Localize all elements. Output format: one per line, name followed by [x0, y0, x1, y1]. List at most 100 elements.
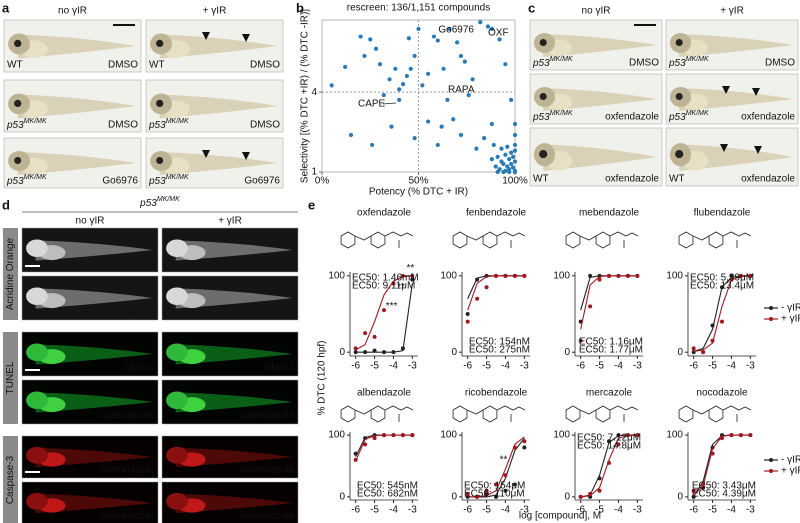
treatment-label: DMSO — [108, 60, 138, 71]
point — [391, 281, 396, 286]
point — [370, 142, 375, 148]
point — [738, 273, 743, 278]
fish-body — [175, 240, 293, 261]
superscript: MK/MK — [166, 174, 189, 181]
point — [510, 154, 516, 159]
point — [484, 488, 489, 493]
legend-label: + γIR — [781, 466, 800, 477]
superscript: MK/MK — [550, 110, 573, 117]
treatment-label: oxfendazole — [605, 112, 659, 123]
y-tick-label: 0 — [564, 347, 570, 358]
point — [420, 83, 425, 88]
point — [507, 157, 512, 162]
y-tick-label: 100 — [440, 270, 457, 281]
fish-body — [17, 94, 136, 119]
point — [353, 451, 358, 456]
fish-body — [159, 94, 278, 119]
chart-title: mebendazole — [579, 208, 639, 219]
fish-body — [17, 34, 136, 59]
point — [522, 439, 527, 444]
point — [505, 144, 510, 149]
point — [391, 433, 396, 438]
fish-head — [166, 446, 188, 464]
point — [597, 488, 602, 493]
point — [729, 433, 734, 438]
treatment-label: oxfendazole — [100, 511, 154, 522]
y-tick-label: 0 — [677, 492, 683, 503]
x-tick-label: -4 — [614, 505, 623, 516]
point — [358, 34, 363, 39]
treatment-label: DMSO — [124, 259, 154, 270]
point — [616, 433, 621, 438]
point — [635, 433, 640, 438]
point — [738, 433, 743, 438]
ec50-label: EC50: 1.77μM — [579, 345, 643, 356]
stain-label: TUNEL — [5, 361, 16, 394]
point — [348, 132, 354, 138]
point — [410, 273, 415, 278]
point — [729, 273, 734, 278]
point — [607, 460, 611, 465]
point — [588, 273, 593, 278]
annotation: CAPE — [358, 99, 386, 110]
fish-body — [35, 288, 153, 309]
point — [400, 433, 405, 438]
fish-body — [175, 344, 293, 365]
point — [748, 433, 753, 438]
point — [474, 146, 479, 151]
point — [512, 273, 517, 278]
fish-head — [166, 492, 188, 510]
point — [397, 97, 402, 102]
legend-label: - γIR — [781, 455, 800, 466]
structure-ring — [482, 231, 498, 249]
arrowhead — [722, 86, 730, 94]
genotype-label: WT — [533, 174, 549, 185]
point — [588, 491, 593, 496]
y-axis-label: Selectivity [(% DTC +IR) / (% DTC -IR)] — [300, 9, 311, 183]
point — [597, 476, 602, 481]
x-tick-label: -6 — [463, 505, 472, 516]
point — [710, 338, 715, 343]
ec50-label: EC50: 110μM — [464, 489, 525, 500]
column-header: + γIR — [203, 6, 227, 17]
point — [503, 488, 508, 493]
point — [616, 442, 621, 447]
stain-label: Acridine Orange — [5, 237, 16, 310]
point — [451, 117, 456, 122]
legend-marker — [769, 458, 773, 462]
genotype-label: p53MK/MK — [148, 174, 189, 186]
x-tick-label: -4 — [501, 505, 510, 516]
point — [701, 482, 706, 487]
fish-head — [166, 239, 188, 258]
superscript: MK/MK — [550, 56, 573, 63]
structure-bonds — [692, 405, 752, 422]
fish-body — [35, 240, 153, 261]
point — [387, 77, 392, 82]
point — [458, 53, 464, 59]
treatment-label: oxfendazole — [741, 112, 795, 123]
genotype-label: WT — [7, 60, 23, 71]
point — [509, 150, 514, 155]
point — [382, 308, 386, 313]
ec50-label: EC50: 9.11μM — [352, 281, 415, 292]
y-tick-label: 100 — [553, 430, 570, 441]
gene: p53 — [6, 176, 24, 187]
point — [400, 273, 405, 278]
fish-eye — [539, 93, 547, 100]
ec50-label: EC50: 682nM — [357, 489, 418, 500]
point — [710, 445, 715, 450]
y-tick-label: 0 — [564, 492, 570, 503]
point — [462, 59, 467, 64]
panel-letter: c — [528, 0, 535, 15]
x-tick-label: -3 — [408, 505, 417, 516]
chart-title: fenbendazole — [466, 208, 526, 219]
fish-body — [175, 493, 293, 514]
point — [475, 277, 480, 282]
point — [353, 350, 358, 355]
fish-body — [543, 144, 657, 171]
treatment-label: oxfendazole — [741, 174, 795, 185]
fish-eye — [675, 39, 683, 46]
structure-ring — [678, 405, 694, 423]
x-tick-label: -3 — [408, 361, 417, 372]
fish-eye — [156, 99, 164, 108]
